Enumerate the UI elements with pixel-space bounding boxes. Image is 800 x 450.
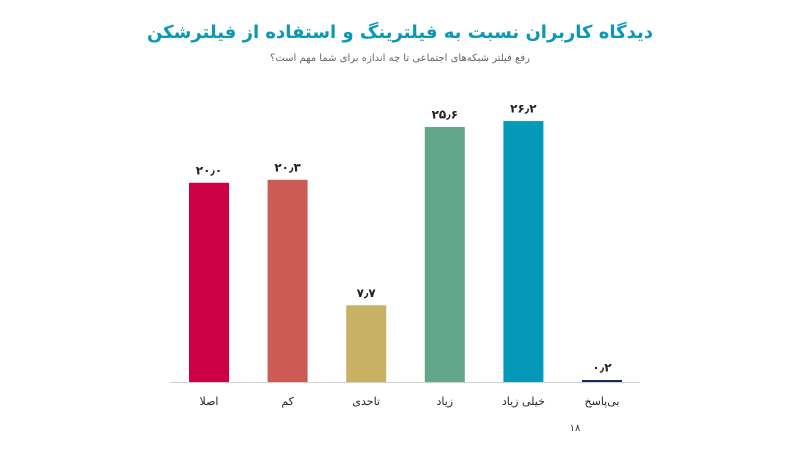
value-label: ۲۰٫۰ [196,163,222,177]
x-tick-label: تاحدی [352,395,380,408]
chart-title: دیدگاه کاربران نسبت به فیلترینگ و استفاد… [147,21,653,43]
bar [189,182,229,382]
x-tick-label: اصلا [200,395,219,408]
page-number: ۱۸ [570,423,581,434]
bar [267,179,308,382]
value-label: ۲۰٫۳ [274,160,301,174]
x-tick-label: کم [281,395,294,408]
bar [346,305,387,382]
value-label: ۰٫۲ [592,361,612,375]
x-tick-label: خیلی زیاد [502,395,545,408]
value-label: ۲۵٫۶ [432,108,458,122]
chart-subtitle: رفع فیلتر شبکه‌های اجتماعی تا چه اندازه … [270,53,530,64]
bar [582,380,622,382]
value-label: ۷٫۷ [357,286,377,300]
bar [424,127,465,382]
bar [503,121,544,382]
x-tick-label: زیاد [436,395,453,408]
value-label: ۲۶٫۲ [510,102,537,116]
x-tick-label: بی‌پاسخ [585,395,620,408]
